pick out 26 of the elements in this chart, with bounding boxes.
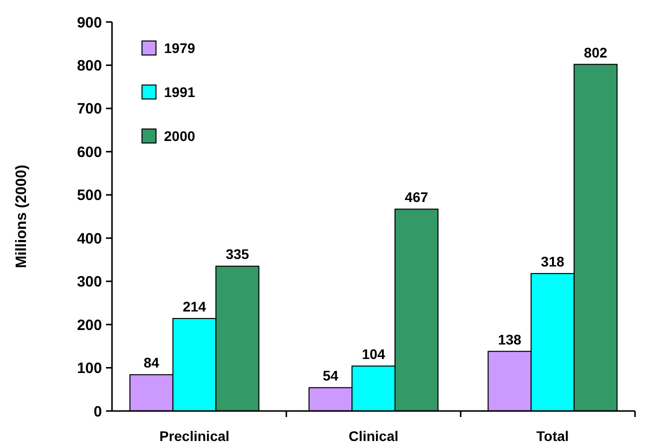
y-tick-label: 200	[76, 316, 102, 334]
legend-label: 1979	[164, 40, 196, 56]
data-label: 54	[322, 368, 339, 384]
data-label: 802	[584, 44, 608, 60]
x-tick-label: Preclinical	[159, 428, 230, 444]
y-axis-title: Millions (2000)	[13, 164, 30, 268]
x-tick-label: Clinical	[348, 428, 398, 444]
data-label: 104	[362, 346, 386, 362]
y-tick-label: 300	[76, 274, 102, 291]
data-label: 467	[404, 189, 428, 206]
data-label: 214	[182, 298, 206, 315]
legend-label: 1991	[164, 84, 196, 100]
data-label: 335	[226, 246, 250, 262]
y-tick-label: 900	[76, 14, 102, 32]
legend-label: 2000	[164, 128, 196, 144]
x-tick-label: Total	[536, 428, 569, 444]
y-tick-label: 0	[94, 403, 102, 420]
y-tick-label: 600	[76, 144, 102, 161]
y-tick-label: 400	[76, 230, 102, 248]
y-tick-label: 700	[76, 100, 102, 118]
data-label: 318	[540, 254, 564, 270]
y-tick-label: 100	[76, 360, 102, 378]
data-label: 138	[498, 331, 522, 348]
data-label: 84	[144, 354, 160, 371]
y-tick-label: 500	[76, 187, 102, 204]
y-tick-label: 800	[76, 57, 102, 74]
